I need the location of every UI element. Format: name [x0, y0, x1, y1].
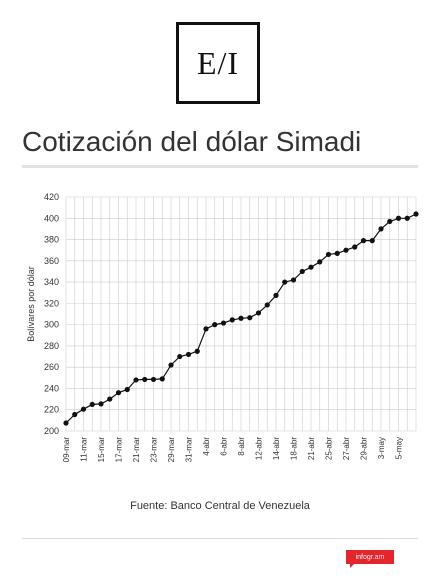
data-point: [107, 396, 113, 402]
line-chart: 200 220 240 260 280 300 320 340 360 380 400 420 Bolí…: [26, 192, 419, 463]
data-point: [264, 302, 270, 308]
y-tick-label: 420: [44, 192, 59, 202]
x-tick-label: 4-abr: [202, 437, 211, 456]
data-point: [413, 211, 419, 217]
data-point: [63, 420, 69, 426]
y-axis-title: Bolívares por dólar: [26, 266, 36, 342]
logo-text: E/I: [196, 44, 240, 81]
x-tick-label: 11-mar: [80, 437, 89, 462]
data-point: [72, 411, 78, 418]
data-point: [325, 251, 332, 258]
y-tick-label: 320: [44, 298, 59, 308]
data-point: [168, 362, 174, 368]
y-tick-label: 300: [44, 320, 59, 330]
data-point: [229, 317, 235, 323]
x-tick-label: 25-abr: [325, 437, 334, 460]
x-tick-label: 18-abr: [290, 437, 299, 460]
data-point: [334, 250, 340, 256]
data-point: [360, 238, 367, 244]
x-tick-label: 29-abr: [360, 437, 369, 460]
y-tick-label: 200: [44, 426, 59, 436]
data-point: [308, 264, 314, 270]
data-point: [212, 322, 218, 328]
data-point: [387, 218, 393, 225]
data-point: [80, 406, 87, 412]
y-tick-label: 400: [44, 213, 59, 223]
data-point: [395, 215, 402, 221]
data-point: [115, 390, 122, 396]
y-tick-label: 340: [44, 277, 59, 287]
data-point: [238, 315, 244, 321]
data-point: [150, 376, 157, 383]
data-point: [98, 401, 104, 407]
data-point: [255, 310, 262, 316]
x-tick-label: 27-abr: [342, 437, 351, 460]
x-tick-label: 14-abr: [272, 437, 281, 460]
x-tick-label: 5-may: [395, 437, 404, 459]
data-point: [185, 351, 192, 358]
data-point: [282, 279, 288, 285]
x-tick-label: 21-mar: [132, 437, 141, 463]
x-tick-label: 09-mar: [62, 437, 71, 463]
source-note: Fuente: Banco Central de Venezuela: [130, 500, 310, 512]
x-tick-label: 17-mar: [115, 437, 124, 463]
x-tick-label: 6-abr: [220, 437, 229, 456]
data-point: [317, 259, 323, 265]
y-tick-label: 220: [44, 405, 59, 415]
y-tick-label: 360: [44, 256, 59, 266]
brand-logo: E/I: [176, 22, 260, 104]
data-point: [133, 377, 139, 383]
x-tick-label: 3-may: [377, 437, 386, 459]
title-divider: [22, 165, 418, 168]
y-tick-label: 260: [44, 362, 59, 372]
data-point: [177, 353, 183, 360]
data-point: [220, 320, 227, 326]
data-point: [194, 348, 200, 354]
x-tick-label: 21-abr: [307, 437, 316, 460]
data-point: [299, 268, 305, 275]
data-point: [247, 315, 253, 321]
footer-divider: [22, 538, 418, 539]
x-tick-label: 31-mar: [185, 437, 194, 463]
data-point: [369, 238, 375, 244]
data-point: [404, 215, 410, 221]
data-point: [343, 247, 349, 253]
x-tick-label: 23-mar: [150, 437, 159, 463]
data-point: [378, 226, 384, 232]
x-tick-label: 12-abr: [255, 437, 264, 460]
y-tick-label: 280: [44, 341, 59, 351]
data-point: [124, 386, 130, 393]
data-point: [290, 277, 297, 283]
infogram-badge[interactable]: infogr.am: [346, 550, 394, 568]
x-tick-label: 29-mar: [167, 437, 176, 463]
x-tick-label: 8-abr: [237, 437, 246, 456]
data-point: [273, 292, 279, 298]
data-point: [203, 326, 209, 332]
data-point: [159, 376, 165, 382]
data-point: [142, 376, 148, 383]
data-point: [352, 244, 358, 250]
y-tick-label: 240: [44, 383, 59, 393]
x-tick-label: 15-mar: [97, 437, 106, 463]
data-point: [89, 401, 95, 408]
y-tick-label: 380: [44, 235, 59, 245]
chart-title: Cotización del dólar Simadi: [22, 126, 362, 157]
